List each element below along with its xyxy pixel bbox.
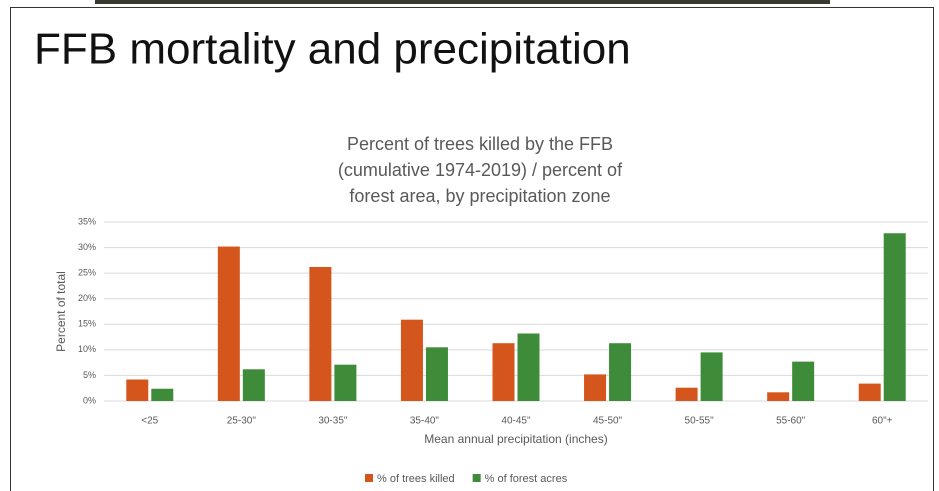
bar <box>242 369 265 401</box>
bar <box>675 387 698 401</box>
y-tick-label: 10% <box>78 344 96 354</box>
bar <box>400 319 423 401</box>
bar <box>584 374 607 401</box>
bar <box>767 392 790 401</box>
chart-title: (cumulative 1974-2019) / percent of <box>338 160 623 180</box>
y-tick-label: 35% <box>78 216 96 226</box>
bar <box>883 233 906 401</box>
y-tick-label: 20% <box>78 293 96 303</box>
bar <box>609 343 632 401</box>
y-axis-label: Percent of total <box>54 271 68 352</box>
x-tick-label: 25-30" <box>227 416 257 427</box>
bar <box>334 364 357 401</box>
x-tick-label: 30-35" <box>318 416 348 427</box>
x-axis-label: Mean annual precipitation (inches) <box>424 432 607 446</box>
bar <box>492 343 515 401</box>
y-tick-label: 30% <box>78 242 96 252</box>
image-strip <box>95 0 830 4</box>
bar <box>126 379 149 401</box>
bar <box>425 347 448 401</box>
legend-swatch <box>365 474 373 482</box>
y-tick-label: 25% <box>78 268 96 278</box>
x-tick-label: 45-50" <box>593 416 623 427</box>
bar <box>217 246 240 401</box>
x-tick-label: 50-55" <box>685 416 715 427</box>
x-tick-label: 60"+ <box>872 416 893 427</box>
slide-title: FFB mortality and precipitation <box>34 25 631 74</box>
bar <box>700 352 723 401</box>
slide-frame <box>10 7 934 491</box>
bar <box>858 383 881 401</box>
bar <box>792 361 815 401</box>
y-tick-label: 15% <box>78 319 96 329</box>
legend-label: % of forest acres <box>485 473 568 485</box>
legend-label: % of trees killed <box>377 473 455 485</box>
y-tick-label: 0% <box>83 395 96 405</box>
chart-title: forest area, by precipitation zone <box>349 186 610 206</box>
chart-title: Percent of trees killed by the FFB <box>347 134 613 154</box>
bar <box>151 388 174 401</box>
x-tick-label: 35-40" <box>410 416 440 427</box>
x-tick-label: <25 <box>141 416 158 427</box>
x-tick-label: 55-60" <box>776 416 806 427</box>
bar <box>309 267 332 401</box>
y-tick-label: 5% <box>83 370 96 380</box>
x-tick-label: 40-45" <box>501 416 531 427</box>
bar <box>517 333 540 401</box>
legend-swatch <box>472 474 481 482</box>
